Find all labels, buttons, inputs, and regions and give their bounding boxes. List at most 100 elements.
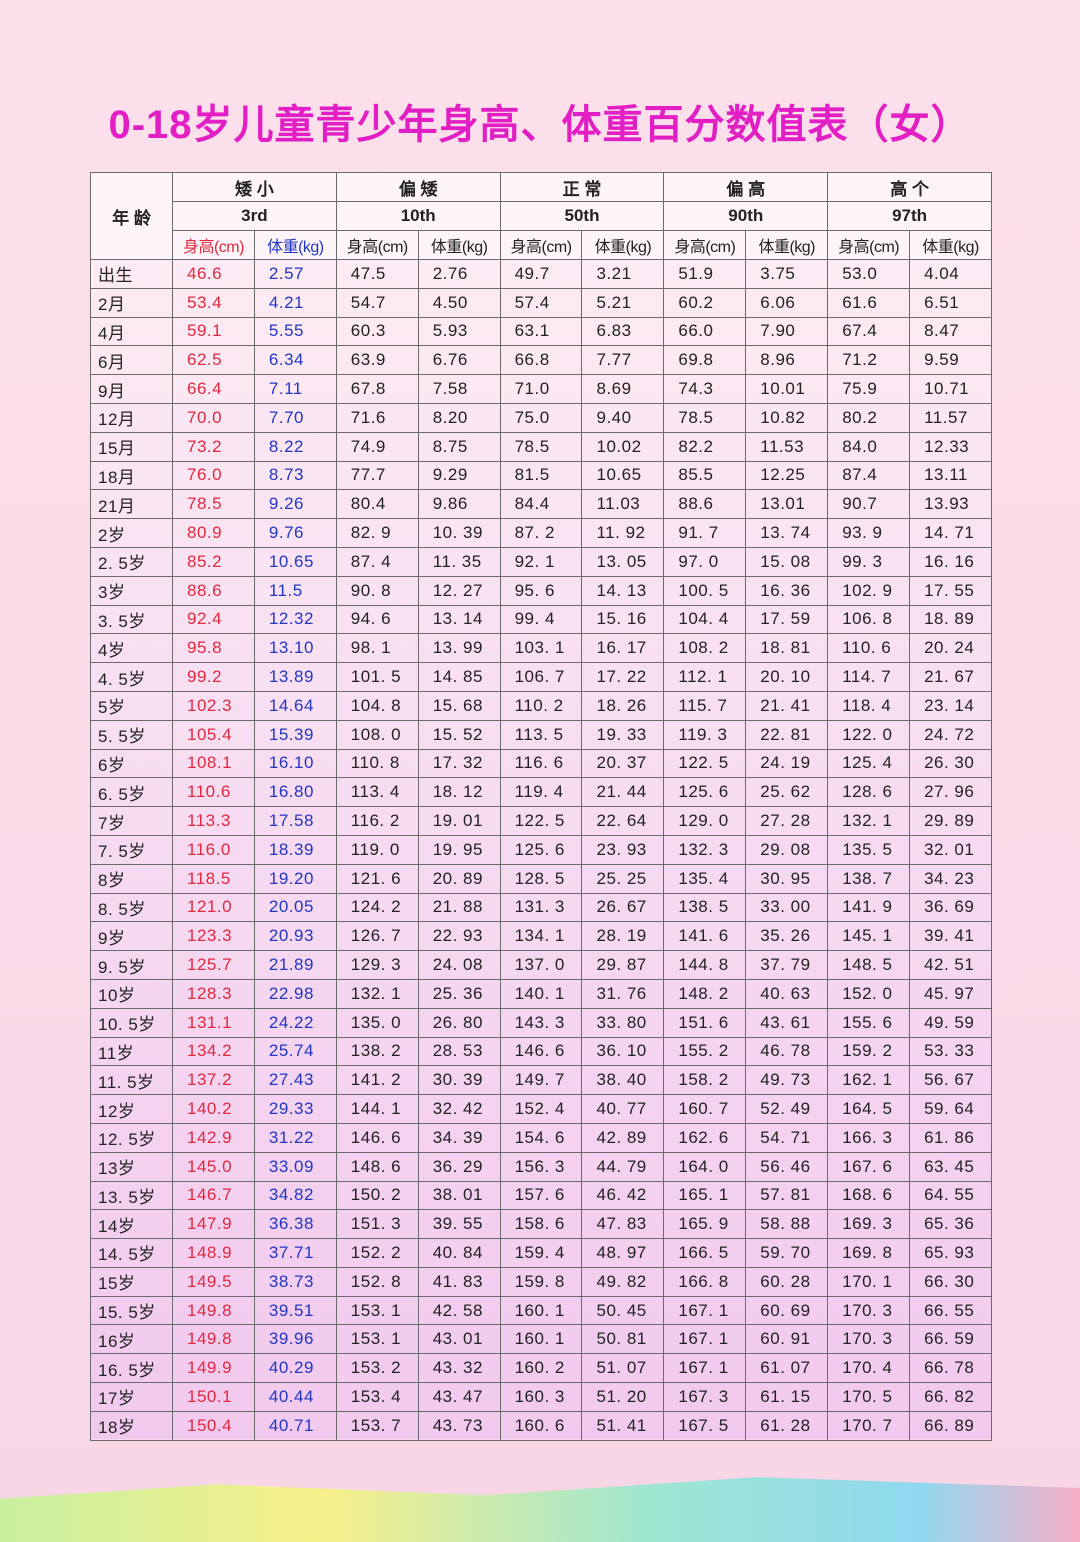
value-cell: 104. 8 bbox=[335, 690, 419, 721]
value-cell: 132. 3 bbox=[663, 834, 747, 865]
age-header: 年 龄 bbox=[90, 172, 173, 260]
age-cell: 10岁 bbox=[90, 978, 173, 1009]
value-cell: 170. 1 bbox=[827, 1266, 911, 1297]
value-cell: 167. 1 bbox=[663, 1353, 747, 1384]
age-cell: 18岁 bbox=[90, 1410, 173, 1441]
table-row: 10岁 128.3 22.98 132. 1 25. 36 140. 1 31. 76 148… bbox=[90, 978, 992, 1009]
value-cell: 8.69 bbox=[581, 374, 665, 404]
value-cell: 66. 55 bbox=[909, 1295, 992, 1326]
value-cell: 61. 15 bbox=[745, 1382, 829, 1412]
value-cell: 16.80 bbox=[253, 777, 337, 808]
value-cell: 13.01 bbox=[745, 489, 829, 520]
value-cell: 30. 95 bbox=[745, 863, 829, 894]
value-cell: 18.39 bbox=[253, 834, 337, 865]
value-cell: 165. 1 bbox=[663, 1180, 747, 1211]
value-cell: 15. 08 bbox=[745, 546, 829, 577]
value-cell: 78.5 bbox=[663, 402, 747, 433]
value-cell: 128. 5 bbox=[499, 863, 583, 894]
value-cell: 62.5 bbox=[172, 345, 255, 376]
value-cell: 85.2 bbox=[172, 546, 255, 577]
value-cell: 29. 08 bbox=[745, 834, 829, 865]
value-cell: 141. 6 bbox=[663, 921, 747, 952]
value-cell: 53.0 bbox=[827, 259, 911, 289]
value-cell: 10.01 bbox=[745, 374, 829, 404]
value-cell: 151. 3 bbox=[335, 1209, 419, 1240]
value-cell: 154. 6 bbox=[499, 1122, 583, 1153]
table-row: 16岁 149.8 39.96 153. 1 43. 01 160. 1 50. 81 167… bbox=[90, 1324, 992, 1355]
age-cell: 4岁 bbox=[90, 633, 173, 664]
age-cell: 15. 5岁 bbox=[90, 1295, 173, 1326]
value-cell: 11.57 bbox=[909, 402, 992, 433]
value-cell: 13.11 bbox=[909, 460, 992, 491]
value-cell: 37.71 bbox=[253, 1238, 337, 1268]
value-cell: 99. 3 bbox=[827, 546, 911, 577]
value-cell: 10.82 bbox=[745, 402, 829, 433]
value-cell: 17. 22 bbox=[581, 662, 665, 692]
value-cell: 10.65 bbox=[253, 546, 337, 577]
value-cell: 18. 26 bbox=[581, 690, 665, 721]
value-cell: 153. 7 bbox=[335, 1410, 419, 1441]
value-cell: 71.6 bbox=[335, 402, 419, 433]
value-cell: 81.5 bbox=[499, 460, 583, 491]
value-cell: 50. 45 bbox=[581, 1295, 665, 1326]
value-cell: 7.58 bbox=[417, 374, 501, 404]
value-cell: 12.32 bbox=[253, 604, 337, 635]
value-cell: 47. 83 bbox=[581, 1209, 665, 1240]
value-cell: 137.2 bbox=[172, 1065, 255, 1096]
value-cell: 34.82 bbox=[253, 1180, 337, 1211]
value-cell: 47.5 bbox=[335, 259, 419, 289]
age-cell: 11. 5岁 bbox=[90, 1065, 173, 1096]
value-cell: 17. 59 bbox=[745, 604, 829, 635]
value-cell: 135. 4 bbox=[663, 863, 747, 894]
table-row: 15岁 149.5 38.73 152. 8 41. 83 159. 8 49. 82 166… bbox=[90, 1266, 992, 1297]
value-cell: 74.9 bbox=[335, 431, 419, 462]
age-cell: 11岁 bbox=[90, 1036, 173, 1067]
value-cell: 82.2 bbox=[663, 431, 747, 462]
value-cell: 159. 8 bbox=[499, 1266, 583, 1297]
value-cell: 29. 87 bbox=[581, 950, 665, 980]
table-row: 4月 59.1 5.55 60.3 5.93 63.1 6.83 66.0 7.90 67.4 8.… bbox=[90, 316, 992, 347]
value-cell: 61.6 bbox=[827, 287, 911, 318]
value-cell: 95.8 bbox=[172, 633, 255, 664]
age-cell: 3岁 bbox=[90, 575, 173, 606]
value-cell: 6.06 bbox=[745, 287, 829, 318]
value-cell: 112. 1 bbox=[663, 662, 747, 692]
table-row: 7. 5岁 116.0 18.39 119. 0 19. 95 125. 6 23. 93 1… bbox=[90, 834, 992, 865]
value-cell: 102. 9 bbox=[827, 575, 911, 606]
value-cell: 142.9 bbox=[172, 1122, 255, 1153]
value-cell: 49. 59 bbox=[909, 1007, 992, 1038]
value-cell: 49. 73 bbox=[745, 1065, 829, 1096]
value-cell: 7.70 bbox=[253, 402, 337, 433]
value-cell: 14.64 bbox=[253, 690, 337, 721]
value-cell: 162. 6 bbox=[663, 1122, 747, 1153]
value-cell: 20. 89 bbox=[417, 863, 501, 894]
value-cell: 148. 6 bbox=[335, 1151, 419, 1182]
value-cell: 17. 32 bbox=[417, 748, 501, 779]
decoration-ground bbox=[0, 1477, 1080, 1542]
age-cell: 2月 bbox=[90, 287, 173, 318]
value-cell: 118. 4 bbox=[827, 690, 911, 721]
value-cell: 26. 80 bbox=[417, 1007, 501, 1038]
subheader: 体重(kg) bbox=[581, 230, 665, 260]
value-cell: 33. 80 bbox=[581, 1007, 665, 1038]
value-cell: 21. 67 bbox=[909, 662, 992, 692]
value-cell: 14. 71 bbox=[909, 518, 992, 548]
value-cell: 75.0 bbox=[499, 402, 583, 433]
value-cell: 46.6 bbox=[172, 259, 255, 289]
value-cell: 73.2 bbox=[172, 431, 255, 462]
value-cell: 166. 3 bbox=[827, 1122, 911, 1153]
value-cell: 146. 6 bbox=[335, 1122, 419, 1153]
table-row: 10. 5岁 131.1 24.22 135. 0 26. 80 143. 3 33. 80… bbox=[90, 1007, 992, 1038]
value-cell: 46. 42 bbox=[581, 1180, 665, 1211]
value-cell: 11. 92 bbox=[581, 518, 665, 548]
value-cell: 40. 63 bbox=[745, 978, 829, 1009]
value-cell: 80.9 bbox=[172, 518, 255, 548]
value-cell: 13. 99 bbox=[417, 633, 501, 664]
value-cell: 141. 2 bbox=[335, 1065, 419, 1096]
value-cell: 11.03 bbox=[581, 489, 665, 520]
value-cell: 145.0 bbox=[172, 1151, 255, 1182]
value-cell: 169. 8 bbox=[827, 1238, 911, 1268]
value-cell: 167. 1 bbox=[663, 1324, 747, 1355]
value-cell: 25. 62 bbox=[745, 777, 829, 808]
age-cell: 9月 bbox=[90, 374, 173, 404]
